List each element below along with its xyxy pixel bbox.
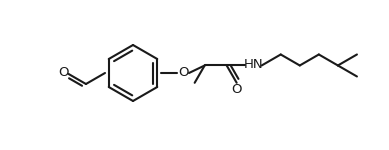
Text: HN: HN <box>244 58 263 71</box>
Text: O: O <box>58 66 69 80</box>
Text: O: O <box>179 66 189 80</box>
Text: O: O <box>231 83 242 96</box>
